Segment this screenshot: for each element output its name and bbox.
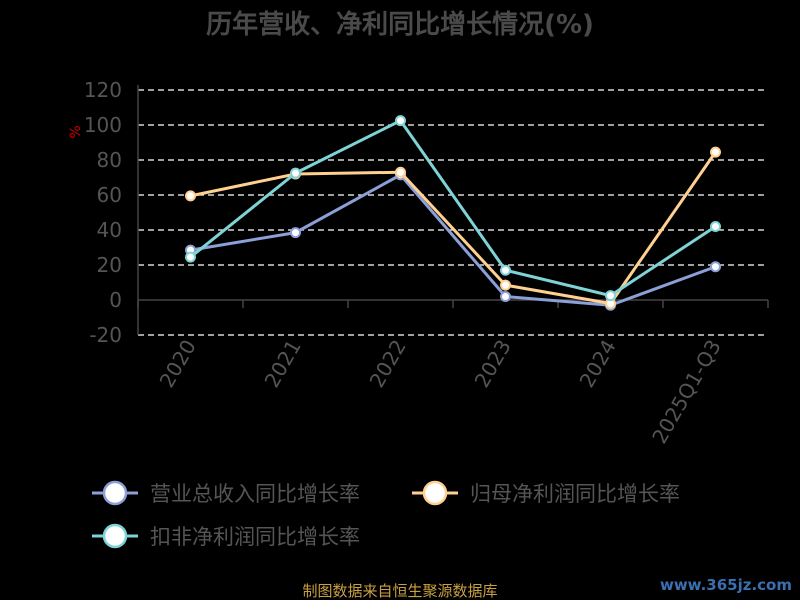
legend-item: 归母净利润同比增长率: [412, 480, 680, 506]
y-tick-labels: 120 100 80 60 40 20 0 -20: [84, 78, 122, 347]
x-tick-label: 2025Q1-Q3: [647, 336, 726, 448]
watermark: www.365jz.com: [660, 576, 792, 594]
legend-label: 扣非净利润同比增长率: [150, 525, 360, 549]
data-point: [395, 115, 406, 127]
axes: [137, 85, 769, 335]
data-point: [500, 279, 511, 291]
y-tick-label: 120: [84, 78, 122, 102]
legend-swatch-marker: [102, 523, 128, 549]
data-point: [710, 146, 721, 158]
x-tick-label: 2023: [470, 336, 516, 392]
legend-swatch-marker: [422, 480, 448, 506]
series-line: [190, 173, 717, 307]
data-point: [710, 221, 721, 232]
y-tick-label: 60: [97, 183, 122, 207]
series-2: [185, 146, 721, 309]
y-tick-label: 20: [97, 253, 122, 277]
data-source-note: 制图数据来自恒生聚源数据库: [302, 582, 497, 600]
series-3: [185, 115, 721, 302]
data-point: [710, 261, 721, 273]
legend-item: 营业总收入同比增长率: [92, 480, 360, 506]
x-tick-label: 2021: [260, 336, 306, 392]
series-lines: [185, 115, 721, 311]
y-tick-label: 80: [97, 148, 122, 172]
legend-item: 扣非净利润同比增长率: [92, 523, 360, 549]
data-point: [290, 227, 301, 239]
series-1: [185, 169, 721, 311]
x-tick-label: 2020: [155, 336, 201, 392]
y-tick-label: 100: [84, 113, 122, 137]
chart-title: 历年营收、净利同比增长情况(%): [206, 9, 594, 40]
series-line: [189, 119, 717, 298]
data-point: [185, 251, 196, 263]
data-point: [290, 167, 301, 179]
data-point: [605, 290, 616, 302]
data-point: [500, 291, 511, 302]
series-line: [190, 151, 717, 305]
legend-label: 营业总收入同比增长率: [150, 482, 360, 506]
legend-swatch-marker: [102, 480, 128, 506]
y-tick-label: 0: [109, 288, 122, 312]
y-tick-label: -20: [89, 323, 122, 347]
y-axis-unit: %: [68, 125, 84, 138]
legend-label: 归母净利润同比增长率: [470, 482, 680, 506]
data-point: [185, 190, 196, 202]
data-point: [395, 166, 406, 178]
x-tick-label: 2022: [365, 336, 411, 392]
x-tick-labels: 2020 2021 2022 2023 2024 2025Q1-Q3: [155, 336, 726, 448]
data-point: [500, 264, 511, 276]
x-tick-label: 2024: [575, 336, 621, 392]
y-tick-label: 40: [97, 218, 122, 242]
